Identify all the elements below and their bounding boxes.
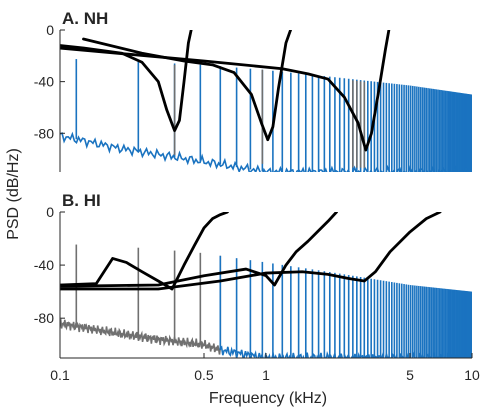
panel-b: 0 -40 -80 0.1 0.5 1 5 10 B. HI bbox=[34, 191, 480, 383]
x-axis-label: Frequency (kHz) bbox=[209, 390, 327, 407]
panel-a: 0 -40 -80 A. NH bbox=[34, 9, 472, 172]
panel-b-xtick-label-1: 0.5 bbox=[194, 367, 214, 383]
panel-a-ytick-label-2: -80 bbox=[34, 125, 54, 141]
panel-b-xtick-label-4: 10 bbox=[464, 367, 480, 383]
panel-b-ytick-label-0: 0 bbox=[46, 204, 54, 220]
y-axis-label: PSD (dB/Hz) bbox=[5, 148, 22, 240]
panel-b-floor-gray bbox=[60, 318, 222, 355]
panel-b-tuning-curve-4 bbox=[60, 212, 442, 291]
panel-b-ytick-label-1: -40 bbox=[34, 257, 54, 273]
panel-b-ytick-label-2: -80 bbox=[34, 310, 54, 326]
panel-b-tuning-curve-3 bbox=[60, 212, 338, 288]
panel-b-xtick-label-2: 1 bbox=[262, 367, 270, 383]
panel-a-y-ticks: 0 -40 -80 bbox=[34, 22, 65, 141]
panel-a-tuning-curve-4 bbox=[60, 30, 391, 152]
panel-b-y-ticks: 0 -40 -80 bbox=[34, 204, 65, 326]
panel-a-tuning-curve-2 bbox=[60, 30, 193, 133]
panel-b-plot-area bbox=[60, 212, 472, 358]
panel-a-ytick-label-0: 0 bbox=[46, 22, 54, 38]
panel-b-xtick-label-3: 5 bbox=[406, 367, 414, 383]
panel-b-title: B. HI bbox=[62, 191, 101, 210]
panel-b-x-ticks: 0.1 0.5 1 5 10 bbox=[50, 353, 480, 383]
panel-a-plot-area bbox=[60, 30, 472, 172]
panel-a-title: A. NH bbox=[62, 9, 108, 28]
panel-b-floor-blue bbox=[219, 345, 472, 358]
panel-a-ytick-label-1: -40 bbox=[34, 74, 54, 90]
panel-b-xtick-label-0: 0.1 bbox=[50, 367, 70, 383]
panel-b-tuning-curve-2 bbox=[60, 212, 229, 291]
panel-a-floor-blue bbox=[60, 131, 472, 172]
